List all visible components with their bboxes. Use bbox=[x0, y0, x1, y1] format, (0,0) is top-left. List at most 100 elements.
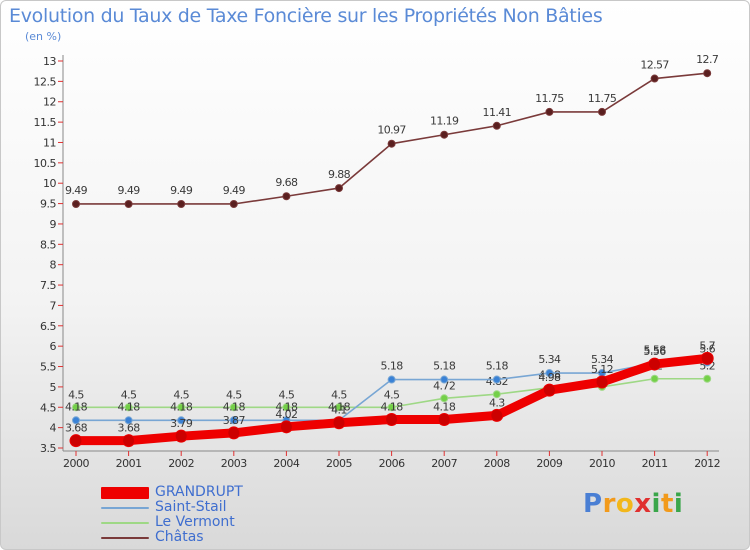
data-point-chatas bbox=[492, 121, 501, 130]
data-point-chatas bbox=[703, 69, 712, 78]
y-tick-label: 6 bbox=[50, 340, 57, 353]
x-tick-label: 2001 bbox=[116, 457, 142, 470]
data-point-le-vermont bbox=[229, 403, 238, 412]
logo-letter: P bbox=[583, 489, 603, 519]
data-label-saint-stail: 4.18 bbox=[275, 400, 298, 413]
data-point-le-vermont bbox=[124, 403, 133, 412]
data-point-le-vermont bbox=[177, 403, 186, 412]
data-point-chatas bbox=[282, 192, 291, 201]
data-point-le-vermont bbox=[282, 403, 291, 412]
data-label-le-vermont: 4.5 bbox=[121, 388, 137, 401]
y-tick-label: 4.5 bbox=[40, 401, 56, 414]
data-point-chatas bbox=[335, 184, 343, 193]
x-tick-label: 2011 bbox=[642, 457, 668, 470]
data-point-grandrupt bbox=[279, 420, 293, 434]
y-tick-label: 9.5 bbox=[40, 198, 56, 211]
x-tick-label: 2007 bbox=[431, 457, 457, 470]
data-label-grandrupt: 4.18 bbox=[433, 400, 456, 413]
y-tick-label: 8 bbox=[50, 259, 57, 272]
data-label-grandrupt: 5.12 bbox=[591, 363, 613, 376]
legend-item-le-vermont: Le Vermont bbox=[101, 515, 243, 530]
data-label-le-vermont: 4.5 bbox=[68, 388, 84, 401]
data-label-grandrupt: 4.98 bbox=[538, 371, 561, 384]
logo-letter: i bbox=[673, 489, 684, 519]
y-tick-label: 7 bbox=[50, 299, 57, 312]
x-tick-label: 2009 bbox=[536, 457, 562, 470]
y-tick-label: 4 bbox=[50, 422, 57, 435]
y-tick-label: 7.5 bbox=[40, 279, 56, 292]
data-point-chatas bbox=[598, 107, 606, 116]
data-point-chatas bbox=[124, 199, 133, 208]
data-point-grandrupt bbox=[437, 412, 451, 426]
x-tick-label: 2003 bbox=[221, 457, 247, 470]
data-label-chatas: 10.97 bbox=[377, 124, 406, 137]
legend-item-saint-stail: Saint-Stail bbox=[101, 500, 243, 515]
data-point-chatas bbox=[229, 199, 238, 208]
y-tick-label: 5 bbox=[50, 381, 57, 394]
data-label-le-vermont: 4.5 bbox=[173, 388, 189, 401]
data-point-saint-stail bbox=[387, 375, 396, 384]
data-label-saint-stail: 5.58 bbox=[644, 343, 667, 356]
data-point-saint-stail bbox=[545, 369, 554, 378]
data-point-chatas bbox=[440, 130, 449, 139]
logo-letter: x bbox=[634, 489, 652, 519]
data-point-grandrupt bbox=[332, 416, 346, 430]
data-point-grandrupt bbox=[490, 408, 504, 422]
data-label-grandrupt: 4.18 bbox=[381, 400, 404, 413]
legend-swatch-grandrupt bbox=[101, 486, 149, 499]
data-label-chatas: 12.57 bbox=[640, 59, 669, 72]
data-point-grandrupt bbox=[595, 375, 609, 389]
data-point-saint-stail bbox=[72, 416, 80, 425]
data-label-saint-stail: 4.18 bbox=[328, 400, 351, 413]
data-label-le-vermont: 4.5 bbox=[279, 388, 295, 401]
legend-label-saint-stail: Saint-Stail bbox=[155, 499, 227, 515]
legend: GRANDRUPT Saint-Stail Le Vermont Châtas bbox=[101, 485, 243, 545]
y-tick-label: 3.5 bbox=[40, 442, 56, 455]
data-label-chatas: 9.49 bbox=[118, 184, 141, 197]
data-point-le-vermont bbox=[440, 394, 449, 403]
data-point-saint-stail bbox=[177, 416, 186, 425]
data-label-saint-stail: 5.18 bbox=[381, 360, 404, 373]
x-tick-label: 2002 bbox=[168, 457, 194, 470]
data-point-le-vermont bbox=[335, 403, 343, 412]
data-label-le-vermont: 4.72 bbox=[433, 379, 455, 392]
data-point-chatas bbox=[650, 74, 659, 83]
data-label-grandrupt: 3.87 bbox=[223, 414, 246, 427]
data-label-saint-stail: 4.18 bbox=[223, 400, 246, 413]
y-tick-label: 6.5 bbox=[40, 320, 56, 333]
data-label-grandrupt: 3.79 bbox=[170, 417, 193, 430]
data-label-chatas: 11.19 bbox=[430, 115, 459, 128]
proxiti-logo: Proxiti bbox=[583, 489, 683, 519]
data-point-le-vermont bbox=[703, 374, 712, 383]
data-point-saint-stail bbox=[229, 416, 238, 425]
data-point-chatas bbox=[177, 199, 186, 208]
data-label-chatas: 11.75 bbox=[588, 92, 617, 105]
data-label-saint-stail: 4.18 bbox=[65, 400, 88, 413]
data-label-le-vermont: 4.5 bbox=[331, 388, 347, 401]
data-label-saint-stail: 4.18 bbox=[118, 400, 141, 413]
x-tick-label: 2008 bbox=[484, 457, 510, 470]
data-label-grandrupt: 3.68 bbox=[118, 422, 141, 435]
data-point-saint-stail bbox=[492, 375, 501, 384]
data-label-saint-stail: 5.18 bbox=[486, 360, 509, 373]
y-tick-label: 8.5 bbox=[40, 238, 56, 251]
legend-swatch-le-vermont bbox=[101, 521, 149, 524]
logo-letter: o bbox=[615, 489, 635, 519]
data-label-grandrupt: 5.56 bbox=[644, 345, 667, 358]
y-axis-unit-label: (en %) bbox=[25, 30, 62, 43]
data-point-le-vermont bbox=[387, 403, 396, 412]
y-tick-label: 11.5 bbox=[34, 116, 57, 129]
data-point-saint-stail bbox=[124, 416, 133, 425]
data-point-le-vermont bbox=[492, 390, 501, 399]
x-tick-label: 2006 bbox=[379, 457, 405, 470]
x-tick-label: 2012 bbox=[694, 457, 720, 470]
y-tick-label: 11 bbox=[43, 136, 56, 149]
y-tick-label: 13 bbox=[43, 55, 56, 68]
data-label-chatas: 11.75 bbox=[535, 92, 564, 105]
data-point-chatas bbox=[545, 107, 554, 116]
y-tick-label: 12 bbox=[43, 96, 56, 109]
data-label-saint-stail: 5.34 bbox=[538, 353, 561, 366]
data-label-grandrupt: 5.7 bbox=[699, 339, 715, 352]
